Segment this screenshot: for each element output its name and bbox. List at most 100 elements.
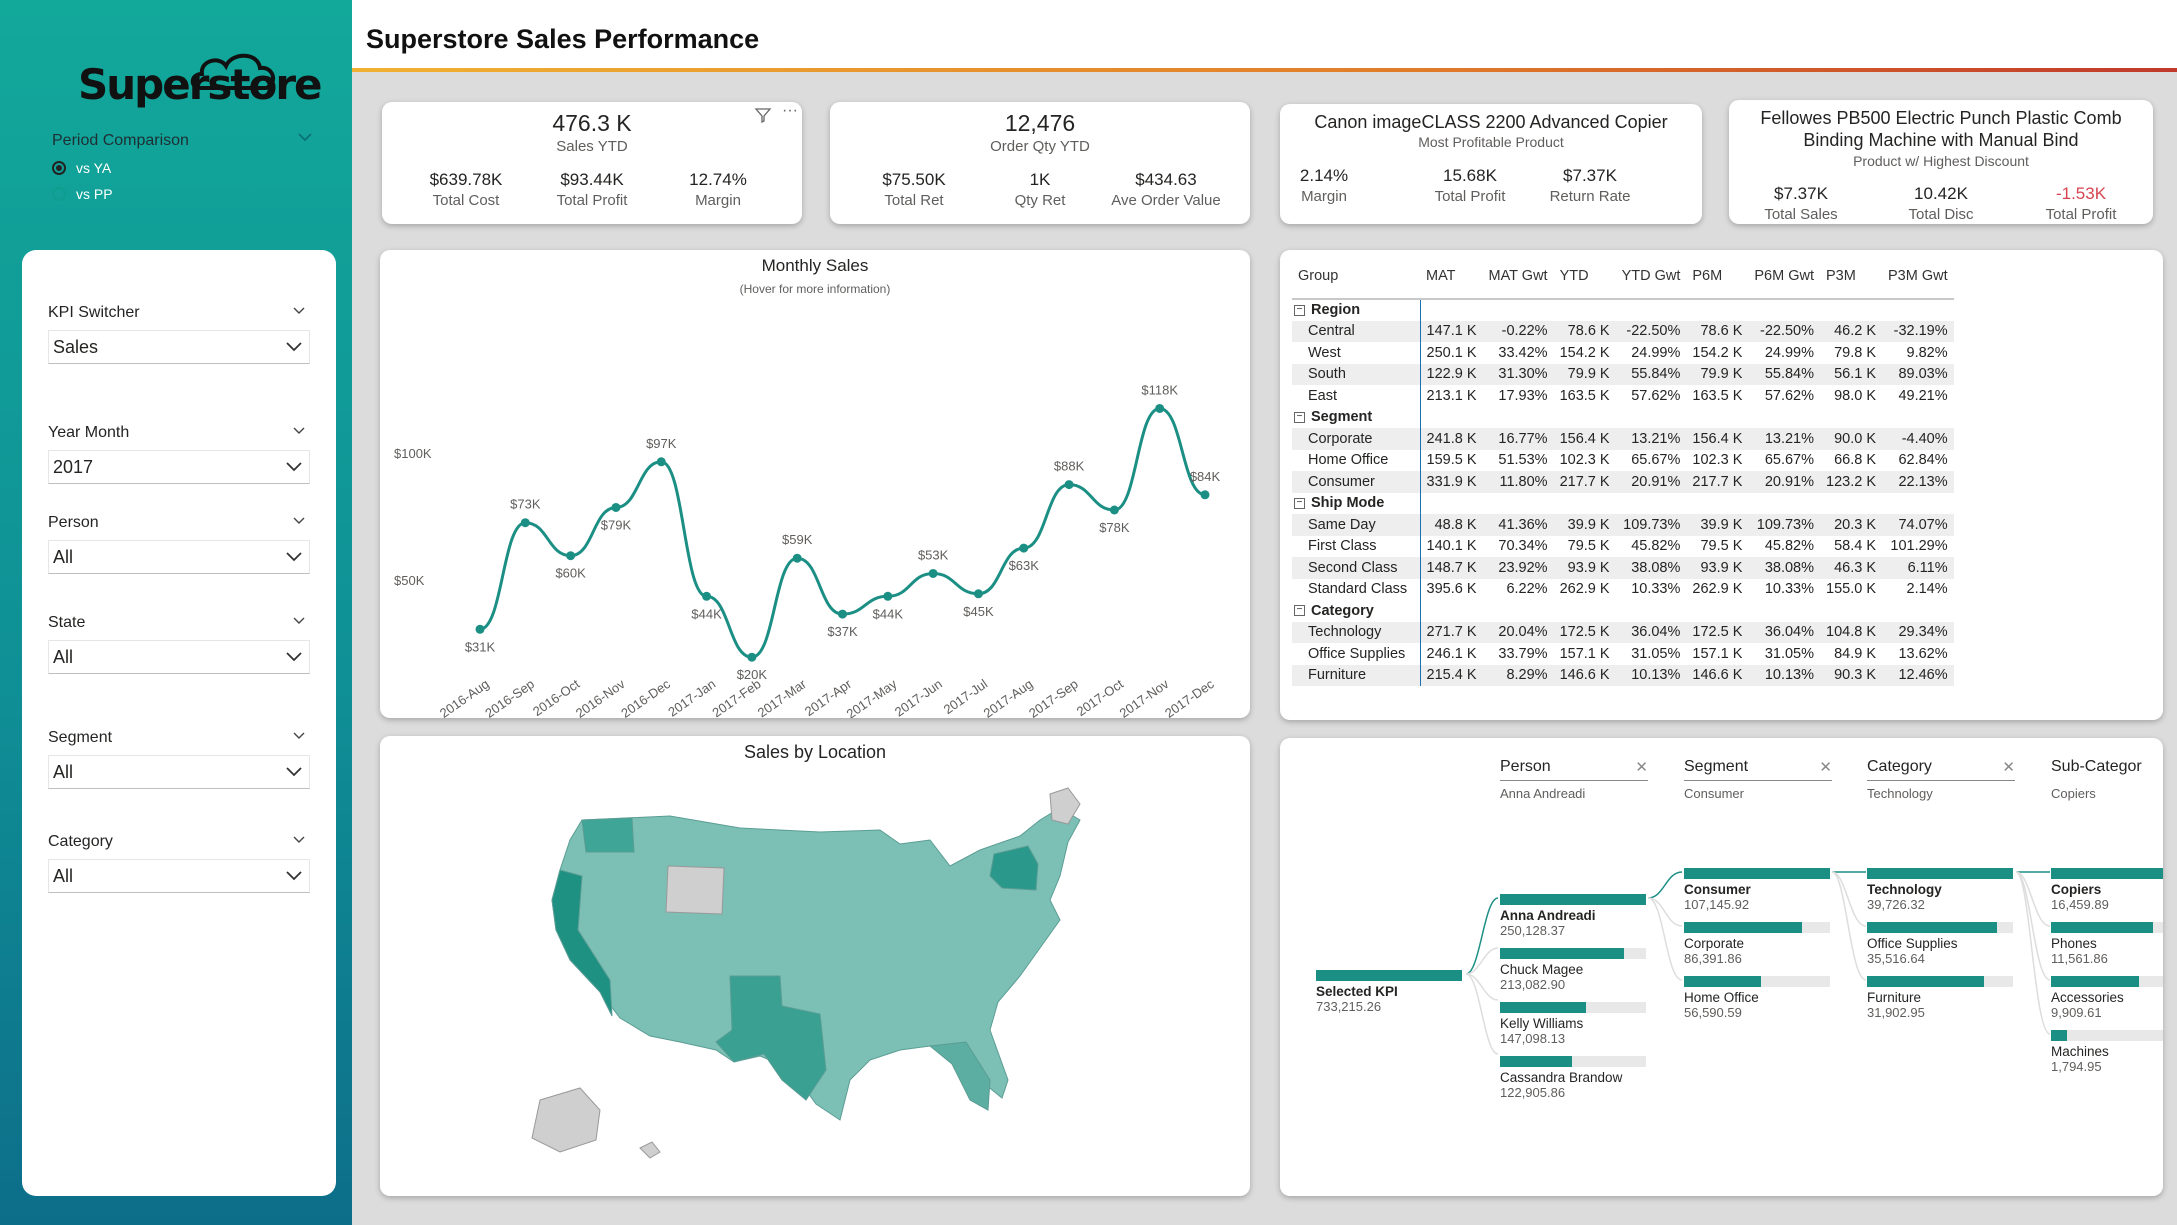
kpi-card-most-profitable[interactable]: Canon imageCLASS 2200 Advanced Copier Mo… — [1280, 104, 1702, 224]
data-point[interactable] — [475, 624, 485, 634]
kpi-card-highest-discount[interactable]: Fellowes PB500 Electric Punch Plastic Co… — [1729, 100, 2153, 224]
decomp-subcategory-node[interactable]: Phones 11,561.86 — [2051, 922, 2163, 966]
close-icon[interactable]: ✕ — [1819, 759, 1832, 776]
column-header[interactable]: YTD Gwt — [1615, 260, 1687, 300]
table-row[interactable]: Technology 271.7 K 20.04% 172.5 K 36.04% 172.… — [1292, 621, 1954, 643]
state-washington[interactable] — [581, 817, 635, 853]
decomp-category-node[interactable]: Technology 39,726.32 — [1867, 868, 2013, 912]
data-point[interactable] — [520, 518, 530, 528]
table-row[interactable]: First Class 140.1 K 70.34% 79.5 K 45.82% 79.5… — [1292, 535, 1954, 557]
table-row[interactable]: Furniture 215.4 K 8.29% 146.6 K 10.13% 146.6 … — [1292, 664, 1954, 686]
decomp-person-node[interactable]: Chuck Magee 213,082.90 — [1500, 948, 1646, 992]
decomp-subcategory-node[interactable]: Copiers 16,459.89 — [2051, 868, 2163, 912]
state-dropdown[interactable]: All — [48, 640, 310, 674]
data-point[interactable] — [792, 553, 802, 563]
chevron-down-icon[interactable] — [292, 614, 306, 628]
sales-by-location-card[interactable]: Sales by Location — [380, 736, 1250, 1196]
data-point[interactable] — [1109, 505, 1119, 515]
table-row[interactable]: West 250.1 K 33.42% 154.2 K 24.99% 154.2 K 24.… — [1292, 342, 1954, 364]
category-dropdown[interactable]: All — [48, 859, 310, 893]
data-point[interactable] — [928, 568, 938, 578]
close-icon[interactable]: ✕ — [1635, 759, 1648, 776]
data-point[interactable] — [838, 609, 847, 619]
decomp-category-node[interactable]: Office Supplies 35,516.64 — [1867, 922, 2013, 966]
chevron-down-icon[interactable] — [292, 514, 306, 528]
decomp-segment-node[interactable]: Corporate 86,391.86 — [1684, 922, 1830, 966]
chevron-down-icon[interactable] — [292, 424, 306, 438]
data-point[interactable] — [973, 589, 983, 599]
person-dropdown[interactable]: All — [48, 540, 310, 574]
kpi-card-orders[interactable]: 12,476 Order Qty YTD $75.50K Total Ret 1K… — [830, 102, 1250, 224]
group-row[interactable]: − Ship Mode — [1292, 492, 1954, 514]
table-row[interactable]: Home Office 159.5 K 51.53% 102.3 K 65.67% 102… — [1292, 449, 1954, 471]
table-row[interactable]: Standard Class 395.6 K 6.22% 262.9 K 10.33% 2… — [1292, 578, 1954, 600]
state-florida[interactable] — [928, 1041, 991, 1111]
decomp-person-node[interactable]: Kelly Williams 147,098.13 — [1500, 1002, 1646, 1046]
chevron-down-icon[interactable] — [292, 833, 306, 847]
state-alaska[interactable] — [531, 1087, 601, 1153]
chevron-down-icon[interactable] — [292, 304, 306, 318]
data-point[interactable] — [747, 652, 757, 662]
state-new-york[interactable] — [989, 845, 1039, 891]
radio-vs-pp[interactable]: vs PP — [52, 186, 312, 202]
group-row[interactable]: − Category — [1292, 600, 1954, 622]
column-header[interactable]: P3M Gwt — [1882, 260, 1954, 300]
kpi-switcher-dropdown[interactable]: Sales — [48, 330, 310, 364]
sales-line[interactable] — [479, 406, 1206, 659]
data-point[interactable] — [656, 457, 666, 467]
radio-vs-ya[interactable]: vs YA — [52, 160, 312, 176]
table-row[interactable]: Office Supplies 246.1 K 33.79% 157.1 K 31.05… — [1292, 643, 1954, 665]
data-point[interactable] — [1064, 480, 1074, 490]
state-hawaii[interactable] — [639, 1141, 661, 1159]
decomp-segment-node[interactable]: Consumer 107,145.92 — [1684, 868, 1830, 912]
decomp-person-node[interactable]: Anna Andreadi 250,128.37 — [1500, 894, 1646, 938]
us-sales-map[interactable] — [520, 780, 1120, 1180]
chevron-down-icon[interactable] — [292, 729, 306, 743]
growth-matrix-table[interactable]: Group MAT MAT Gwt YTD YTD Gwt P6M P6M Gwt P3M P3… — [1292, 260, 1954, 686]
growth-matrix-card[interactable]: Group MAT MAT Gwt YTD YTD Gwt P6M P6M Gwt P3M P3… — [1280, 250, 2163, 720]
state-texas[interactable] — [715, 975, 827, 1101]
table-row[interactable]: East 213.1 K 17.93% 163.5 K 57.62% 163.5 K 57.… — [1292, 385, 1954, 407]
decomposition-tree-card[interactable]: Person ✕ Anna Andreadi Segment ✕ Consumer … — [1280, 738, 2163, 1196]
decomp-root-node[interactable]: Selected KPI 733,215.26 — [1316, 970, 1462, 1014]
collapse-icon[interactable]: − — [1294, 497, 1305, 509]
column-header[interactable]: YTD — [1553, 260, 1616, 300]
table-row[interactable]: Consumer 331.9 K 11.80% 217.7 K 20.91% 217.7 … — [1292, 471, 1954, 493]
data-point[interactable] — [883, 591, 893, 601]
collapse-icon[interactable]: − — [1294, 411, 1305, 423]
data-point[interactable] — [1200, 490, 1210, 500]
state-maine[interactable] — [1049, 787, 1081, 825]
chevron-down-icon[interactable] — [298, 132, 312, 142]
column-header[interactable]: MAT — [1420, 260, 1483, 300]
table-row[interactable]: Corporate 241.8 K 16.77% 156.4 K 13.21% 156.4… — [1292, 428, 1954, 450]
state-california[interactable] — [551, 869, 613, 1017]
radio-unselected-icon[interactable] — [52, 187, 66, 201]
collapse-icon[interactable]: − — [1294, 605, 1305, 617]
decomp-category-node[interactable]: Furniture 31,902.95 — [1867, 976, 2013, 1020]
decomp-segment-node[interactable]: Home Office 56,590.59 — [1684, 976, 1830, 1020]
group-row[interactable]: − Region — [1292, 299, 1954, 321]
more-options-icon[interactable]: ··· — [782, 102, 798, 119]
monthly-sales-chart-card[interactable]: Monthly Sales (Hover for more informatio… — [380, 250, 1250, 718]
state-wyoming[interactable] — [665, 865, 725, 915]
column-header[interactable]: MAT Gwt — [1482, 260, 1554, 300]
column-header[interactable]: Group — [1292, 260, 1420, 300]
table-row[interactable]: Central 147.1 K -0.22% 78.6 K -22.50% 78.6 K-… — [1292, 320, 1954, 342]
decomp-subcategory-node[interactable]: Accessories 9,909.61 — [2051, 976, 2163, 1020]
segment-dropdown[interactable]: All — [48, 755, 310, 789]
collapse-icon[interactable]: − — [1294, 304, 1305, 316]
decomp-subcategory-node[interactable]: Machines 1,794.95 — [2051, 1030, 2163, 1074]
data-point[interactable] — [611, 502, 621, 512]
data-point[interactable] — [1155, 403, 1165, 413]
table-row[interactable]: South 122.9 K 31.30% 79.9 K 55.84% 79.9 K 55.8… — [1292, 363, 1954, 385]
monthly-sales-line-chart[interactable]: $50K$100K$31K2016-Aug$73K2016-Sep$60K201… — [380, 250, 1250, 718]
kpi-card-sales[interactable]: 476.3 K Sales YTD ··· $639.78K Total Cost… — [382, 102, 802, 224]
year-month-dropdown[interactable]: 2017 — [48, 450, 310, 484]
column-header[interactable]: P6M Gwt — [1748, 260, 1821, 300]
data-point[interactable] — [566, 551, 576, 561]
table-row[interactable]: Second Class 148.7 K 23.92% 93.9 K 38.08% 93.… — [1292, 557, 1954, 579]
radio-selected-icon[interactable] — [52, 161, 66, 175]
group-row[interactable]: − Segment — [1292, 406, 1954, 428]
data-point[interactable] — [702, 591, 712, 601]
